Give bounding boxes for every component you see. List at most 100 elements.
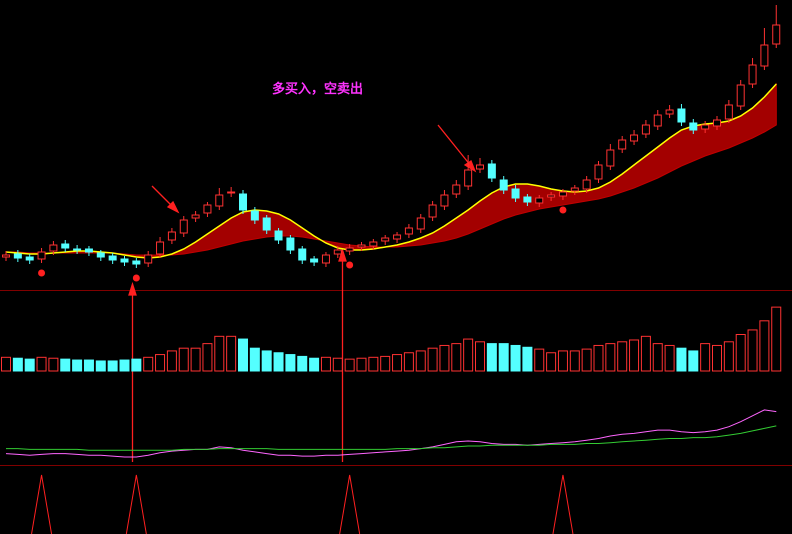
candle-body [215,194,224,207]
signal-dot [559,206,567,214]
volume-bar [261,350,272,372]
volume-bar [534,348,545,372]
volume-bar [36,356,47,372]
candle-body [653,114,662,127]
volume-bar [368,356,379,372]
signal-peak [31,474,53,534]
volume-bar [557,350,568,372]
volume-bar [12,357,23,372]
volume-bar [735,334,746,372]
candle-body [132,260,141,265]
candle-body [227,191,236,194]
volume-bar [747,329,758,372]
volume-bar [107,360,118,372]
volume-bar [415,350,426,372]
candle-body [179,219,188,234]
signal-peak [339,474,361,534]
candle-body [701,124,710,130]
volume-bar [24,358,35,372]
volume-bar [48,357,59,372]
volume-bar [238,338,248,372]
volume-bar [273,352,284,372]
candle-body [582,179,591,190]
candle-body [535,197,544,204]
arrow [437,124,472,167]
volume-bar [486,343,497,372]
volume-bar [72,359,83,372]
candle-body [250,210,259,221]
candle-body [760,44,769,67]
candle-body [310,258,319,263]
volume-bar [226,335,237,372]
candle-body [357,244,366,248]
volume-bar [143,356,154,372]
volume-bar [700,343,711,372]
volume-bar [581,348,592,372]
volume-bar [309,357,320,372]
volume-bar [320,356,331,372]
volume-bar [569,350,580,372]
volume-bar [546,352,557,372]
candle-body [2,254,10,258]
volume-bar [498,343,509,372]
volume-bar [640,335,651,372]
candle-body [713,119,721,127]
volume-bar [249,347,260,372]
candle-body [61,243,70,249]
candle-body [73,248,82,251]
volume-bar [297,355,308,372]
candle-body [96,252,105,258]
candle-body [665,109,674,115]
arrow-head [166,200,180,214]
candle-body [464,169,473,187]
indicator-line [6,425,777,451]
candle-body [393,234,402,240]
volume-bar [510,344,521,372]
candle-body [630,134,639,142]
volume-bar [712,344,722,372]
candle-body [618,139,627,150]
volume-bar [759,320,770,372]
candle-body [689,122,698,131]
volume-bar [664,344,675,372]
candle-body [37,251,46,260]
candle-body [156,241,165,255]
volume-bar [60,358,71,372]
volume-bar [95,360,106,372]
signal-dot [132,274,140,282]
volume-bar [605,343,616,372]
candle-body [606,149,615,167]
candle-body [286,237,295,251]
arrow-head [128,281,137,296]
candle-body [25,256,34,261]
volume-bar [439,344,450,372]
candle-body [772,24,781,45]
volume-bar [403,352,414,372]
volume-bar [356,357,367,372]
signal-dot [346,261,354,269]
signal-dot [38,269,46,277]
volume-bar [178,347,189,372]
volume-bar [155,354,166,372]
candle-body [120,258,129,263]
volume-bar [344,358,355,372]
volume-bar [451,343,462,372]
candle-body [499,179,508,191]
volume-bar [617,341,628,372]
volume-bar [1,356,11,372]
volume-bar [723,341,734,372]
annotation: 多买入，空卖出 [272,81,363,97]
candle-body [381,237,390,242]
candle-body [262,217,271,231]
candle-body [108,255,117,261]
volume-bar [463,338,474,372]
candle-body [203,204,212,214]
volume-bar [202,343,213,372]
candle-body [641,124,650,135]
volume-bar [427,347,438,372]
candle-body [369,241,378,247]
volume-bar [392,354,403,372]
